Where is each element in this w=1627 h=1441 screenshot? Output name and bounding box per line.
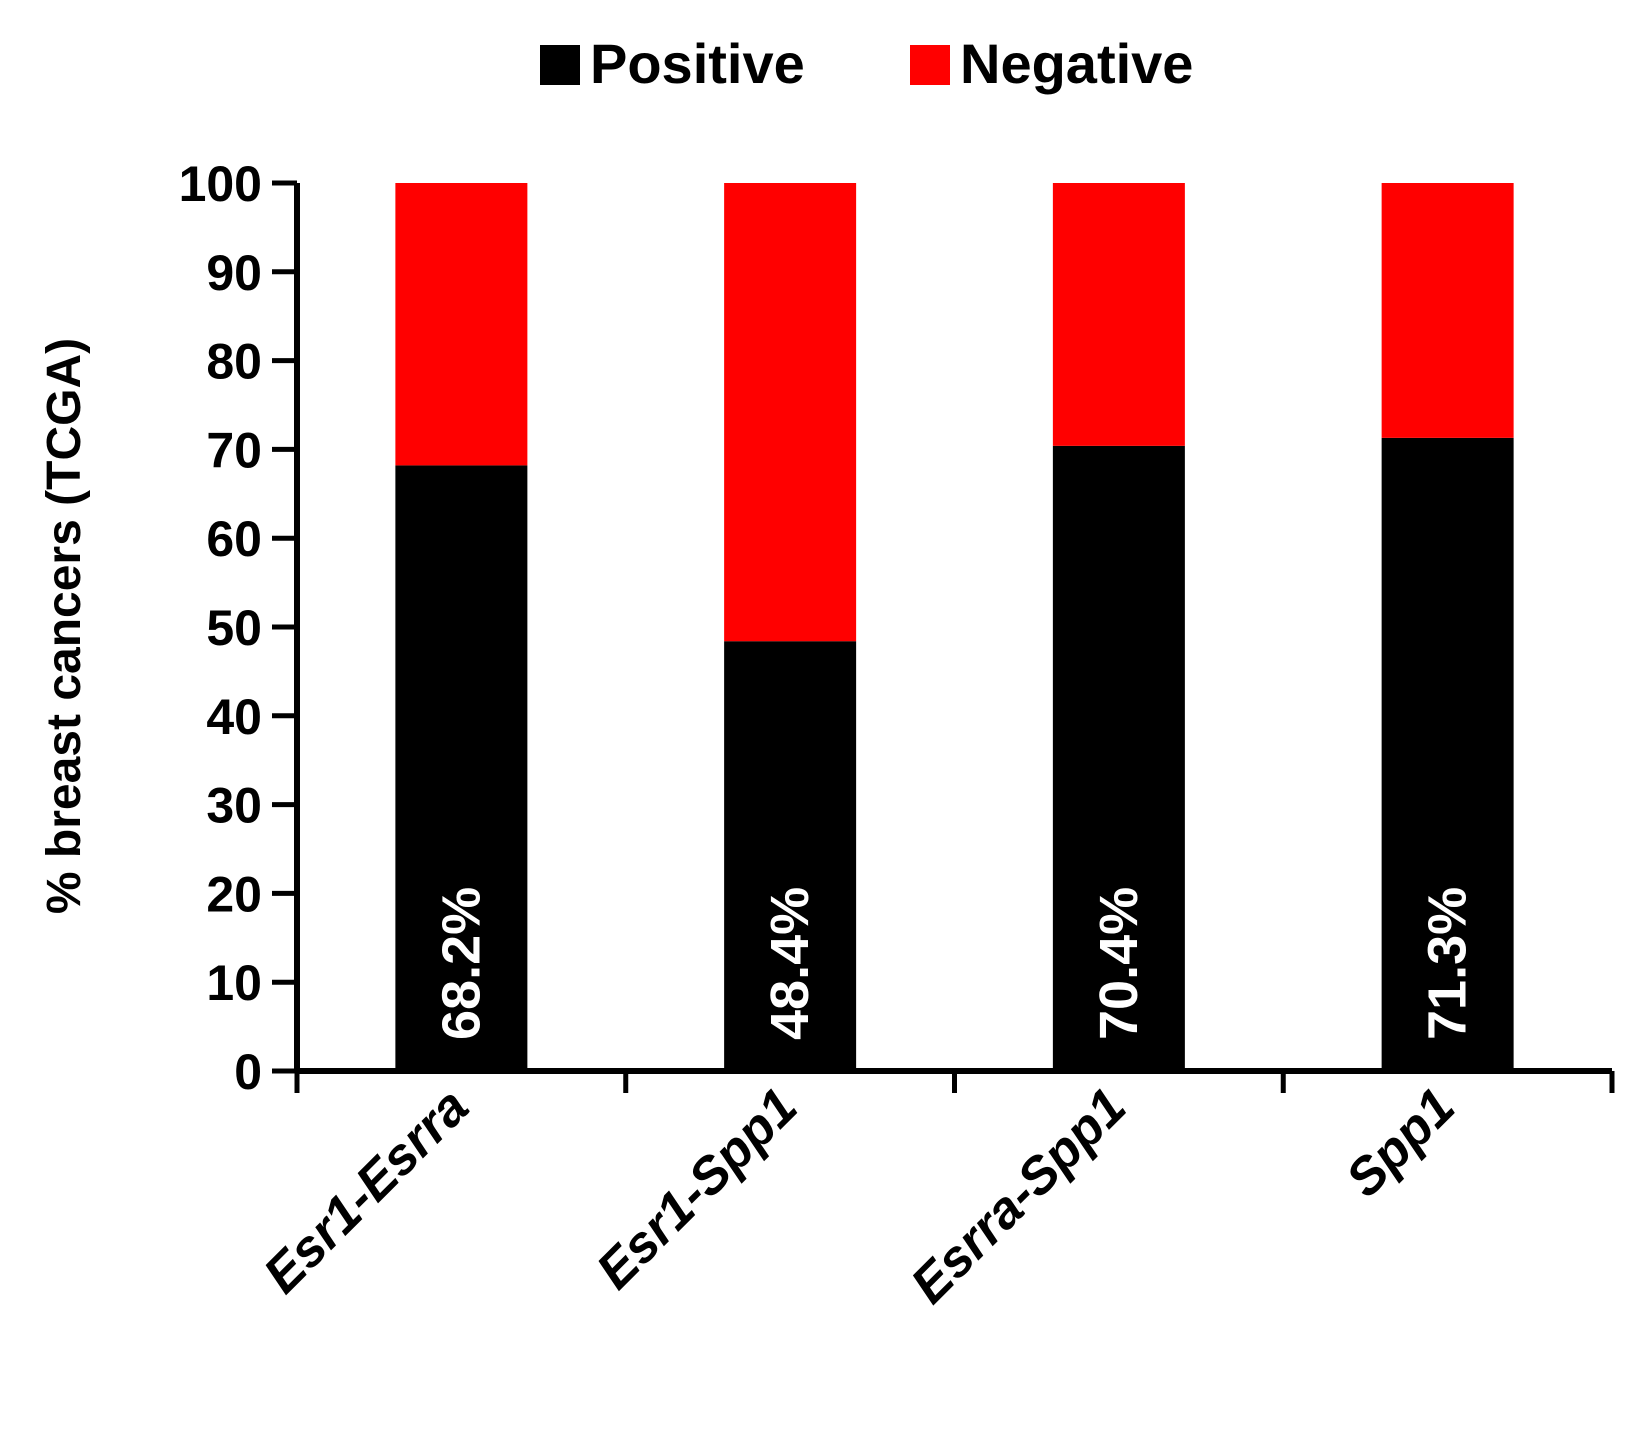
legend: Positive Negative bbox=[540, 32, 1193, 95]
legend-label-negative: Negative bbox=[960, 32, 1193, 95]
category-label-0: Esr1-Esrra bbox=[253, 1077, 480, 1304]
y-tick-label-60: 60 bbox=[206, 511, 262, 567]
category-label-2: Esrra-Spp1 bbox=[900, 1077, 1137, 1314]
category-label-3: Spp1 bbox=[1335, 1077, 1466, 1208]
y-tick-label-40: 40 bbox=[206, 689, 262, 745]
y-axis-label: % breast cancers (TCGA) bbox=[38, 338, 91, 914]
bar-negative-3 bbox=[1381, 183, 1514, 438]
bar-positive-1 bbox=[724, 641, 857, 1071]
legend-label-positive: Positive bbox=[590, 32, 805, 95]
data-label-0: 68.2% bbox=[431, 887, 491, 1040]
y-tick-label-30: 30 bbox=[206, 778, 262, 834]
legend-swatch-positive bbox=[540, 45, 580, 85]
y-tick-label-20: 20 bbox=[206, 866, 262, 922]
data-label-1: 48.4% bbox=[760, 887, 820, 1040]
bar-negative-1 bbox=[724, 183, 857, 642]
y-tick-label-100: 100 bbox=[179, 156, 262, 212]
category-label-1: Esr1-Spp1 bbox=[586, 1077, 809, 1300]
y-tick-label-80: 80 bbox=[206, 334, 262, 390]
legend-swatch-negative bbox=[910, 45, 950, 85]
category-labels: Esr1-Esrra Esr1-Spp1 Esrra-Spp1 Spp1 bbox=[253, 1077, 1466, 1314]
bars bbox=[395, 183, 1514, 1072]
bar-negative-0 bbox=[395, 183, 528, 466]
bar-positive-0 bbox=[395, 465, 528, 1071]
x-axis-ticks bbox=[294, 1071, 1615, 1093]
y-tick-label-10: 10 bbox=[206, 955, 262, 1011]
y-tick-label-50: 50 bbox=[206, 600, 262, 656]
bar-negative-2 bbox=[1052, 183, 1185, 446]
y-tick-label-70: 70 bbox=[206, 422, 262, 478]
y-axis-ticks: 0 10 20 30 40 50 60 70 80 90 100 bbox=[179, 156, 297, 1100]
bar-positive-3 bbox=[1381, 437, 1514, 1072]
data-labels: 68.2% 48.4% 70.4% 71.3% bbox=[431, 887, 1477, 1040]
y-tick-label-0: 0 bbox=[234, 1044, 262, 1100]
data-label-3: 71.3% bbox=[1418, 887, 1478, 1040]
bar-positive-2 bbox=[1052, 445, 1185, 1071]
y-tick-label-90: 90 bbox=[206, 245, 262, 301]
data-label-2: 70.4% bbox=[1089, 887, 1149, 1040]
